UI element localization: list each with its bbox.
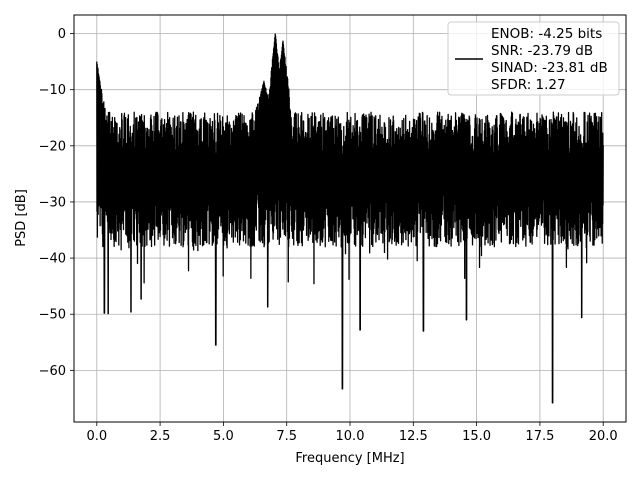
legend-entry-snr: SNR: -23.79 dB <box>491 43 593 59</box>
y-axis-label: PSD [dB] <box>14 189 29 247</box>
legend: ENOB: -4.25 bits SNR: -23.79 dB SINAD: -… <box>447 21 620 96</box>
x-tick-label: 20.0 <box>589 429 618 444</box>
x-tick-label: 15.0 <box>462 429 491 444</box>
x-tick-label: 0.0 <box>86 429 107 444</box>
y-tick-label: −60 <box>39 364 66 379</box>
y-tick-label: −20 <box>39 139 66 154</box>
x-tick-label: 5.0 <box>213 429 234 444</box>
psd-trace <box>96 33 604 404</box>
y-tick-label: −40 <box>39 252 66 267</box>
x-tick-label: 12.5 <box>399 429 428 444</box>
psd-line <box>96 33 604 404</box>
legend-entry-sinad: SINAD: -23.81 dB <box>491 60 608 76</box>
y-tick-label: −30 <box>39 195 66 210</box>
y-tick-label: 0 <box>58 27 66 42</box>
x-tick-label: 17.5 <box>525 429 554 444</box>
legend-entry-enob: ENOB: -4.25 bits <box>491 26 602 42</box>
legend-box <box>447 21 620 96</box>
legend-entry-sfdr: SFDR: 1.27 <box>491 77 566 93</box>
y-tick-label: −10 <box>39 83 66 98</box>
x-tick-label: 2.5 <box>150 429 171 444</box>
x-tick-label: 10.0 <box>336 429 365 444</box>
x-axis-label: Frequency [MHz] <box>295 451 404 466</box>
x-axis-ticks: 0.0 2.5 5.0 7.5 10.0 12.5 15.0 17.5 20.0 <box>86 422 618 444</box>
y-tick-label: −50 <box>39 308 66 323</box>
y-axis-ticks: 0 −10 −20 −30 −40 −50 −60 <box>39 27 74 379</box>
x-tick-label: 7.5 <box>276 429 297 444</box>
